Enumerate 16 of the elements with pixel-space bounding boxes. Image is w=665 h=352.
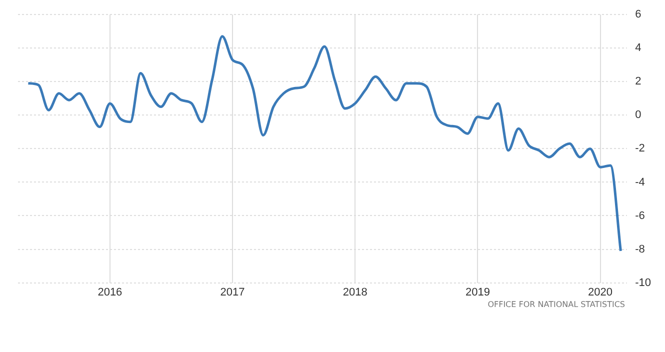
x-tick-label: 2018: [342, 286, 368, 298]
x-tick-label: 2020: [588, 286, 613, 298]
y-tick-label: 0: [635, 109, 642, 122]
y-tick-label: -4: [635, 176, 645, 188]
y-tick-label: -6: [635, 210, 645, 222]
y-tick-label: 4: [635, 42, 642, 54]
x-tick-label: 2019: [465, 286, 490, 298]
line-series: [26, 35, 622, 252]
y-tick-label: 2: [635, 76, 642, 88]
y-tick-label: -2: [635, 142, 645, 155]
y-tick-label: -10: [635, 276, 652, 289]
text: OFFICE FOR NATIONAL STATISTICS: [488, 300, 625, 309]
x-tick-label: 2016: [98, 286, 122, 298]
x-tick-label: 2017: [220, 286, 245, 298]
y-tick-label: -8: [635, 243, 645, 256]
y-tick-label: 6: [635, 8, 642, 21]
